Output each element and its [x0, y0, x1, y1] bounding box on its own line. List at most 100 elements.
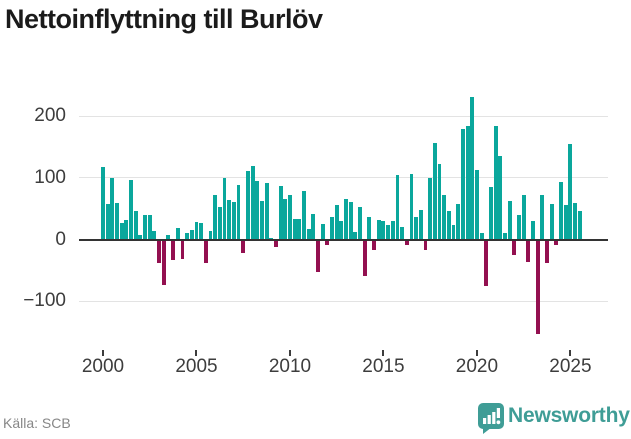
bar-2025-q2	[573, 202, 577, 240]
bar-2021-q2	[498, 155, 503, 240]
bar-2021-q1	[493, 126, 498, 240]
x-axis-label-2010: 2010	[268, 356, 312, 377]
bar-2011-q1	[306, 229, 311, 240]
bar-2004-q2	[180, 240, 185, 259]
bar-2024-q4	[563, 205, 568, 240]
bar-2016-q2	[404, 240, 409, 246]
bar-2016-q4	[414, 216, 419, 240]
bar-2014-q4	[376, 220, 381, 240]
y-axis-label--100: −100	[23, 290, 66, 312]
x-tick-2020	[475, 350, 478, 356]
bar-2013-q1	[344, 198, 348, 240]
bar-2010-q3	[297, 218, 302, 240]
x-axis-label-2025: 2025	[549, 356, 592, 377]
bar-2004-q3	[185, 232, 190, 240]
bar-2023-q3	[540, 195, 545, 240]
gridline-200	[79, 115, 608, 117]
bar-2013-q2	[348, 201, 353, 240]
x-tick-2010	[288, 350, 291, 356]
bar-2020-q3	[484, 240, 489, 287]
bar-2019-q4	[470, 97, 475, 240]
bar-2012-q2	[330, 216, 334, 240]
bar-2001-q2	[124, 220, 129, 240]
bar-2013-q4	[358, 206, 362, 240]
bar-2019-q1	[456, 203, 461, 240]
bar-2006-q1	[213, 195, 218, 240]
bar-2015-q3	[390, 221, 395, 240]
bar-2002-q4	[152, 230, 157, 240]
bar-2000-q4	[115, 202, 119, 240]
bar-2024-q1	[549, 203, 554, 240]
bar-2022-q4	[526, 240, 531, 263]
x-axis-label-2015: 2015	[362, 356, 405, 377]
bar-2005-q2	[199, 222, 204, 240]
bar-2000-q1	[101, 166, 105, 240]
bar-2002-q2	[143, 214, 147, 240]
bar-2001-q1	[119, 223, 124, 240]
bar-2016-q1	[400, 226, 405, 240]
bar-2012-q4	[339, 221, 344, 240]
y-axis-label-0: 0	[55, 228, 66, 250]
bar-2015-q1	[381, 221, 386, 240]
bar-2024-q3	[559, 182, 563, 240]
bar-2003-q4	[171, 240, 176, 260]
bar-2001-q4	[133, 211, 138, 240]
bar-2000-q2	[105, 203, 110, 240]
bar-2023-q4	[545, 240, 549, 263]
bar-2020-q4	[488, 187, 493, 240]
x-axis-label-2020: 2020	[455, 356, 499, 377]
bar-2005-q4	[208, 230, 213, 240]
bar-2018-q2	[442, 195, 447, 240]
bar-2008-q3	[259, 200, 264, 240]
bar-2022-q2	[517, 215, 521, 240]
bar-2007-q3	[241, 240, 246, 253]
y-axis-label-200: 200	[34, 105, 66, 127]
bar-2025-q1	[568, 144, 573, 240]
bar-2025-q3	[577, 211, 582, 240]
bar-2005-q1	[194, 221, 199, 240]
bar-2012-q1	[325, 240, 330, 246]
bar-2004-q4	[189, 230, 194, 240]
bar-2003-q2	[161, 240, 166, 285]
bar-2015-q4	[395, 175, 400, 240]
bar-2002-q3	[147, 214, 152, 240]
bar-2017-q4	[432, 142, 437, 240]
bar-2018-q1	[437, 164, 442, 240]
source-label: Källa: SCB	[3, 415, 71, 431]
bar-2014-q2	[367, 216, 372, 240]
bar-2005-q3	[203, 240, 208, 263]
bar-2019-q3	[465, 125, 470, 240]
x-axis-label-2005: 2005	[175, 356, 218, 377]
bar-2010-q1	[288, 195, 292, 240]
bar-2021-q4	[507, 201, 512, 240]
bar-2000-q3	[110, 177, 115, 240]
bar-2004-q1	[175, 227, 180, 240]
x-tick-2000	[102, 350, 104, 356]
bar-2016-q3	[409, 173, 414, 240]
bar-2011-q3	[316, 240, 320, 272]
bar-2012-q3	[334, 205, 339, 240]
bar-2018-q3	[446, 211, 451, 240]
bar-2022-q3	[521, 195, 526, 240]
bar-2006-q2	[217, 206, 222, 240]
newsworthy-wordmark: Newsworthy	[508, 404, 630, 427]
bar-2010-q4	[302, 190, 306, 240]
bar-2020-q2	[479, 232, 484, 240]
bar-2019-q2	[460, 128, 465, 240]
bar-2023-q1	[531, 221, 535, 240]
bar-2006-q4	[227, 200, 232, 240]
bar-2009-q2	[273, 240, 278, 247]
bar-2008-q1	[250, 166, 255, 240]
bar-2020-q1	[474, 169, 479, 240]
bar-2021-q3	[503, 233, 507, 240]
bar-2009-q4	[283, 198, 288, 240]
bar-2002-q1	[138, 235, 143, 240]
bar-2017-q2	[423, 240, 428, 250]
bar-2001-q3	[129, 179, 133, 240]
y-axis-label-100: 100	[34, 166, 66, 188]
bar-2022-q1	[512, 240, 517, 256]
bar-2014-q3	[372, 240, 377, 251]
x-axis-zero-line	[79, 238, 608, 241]
